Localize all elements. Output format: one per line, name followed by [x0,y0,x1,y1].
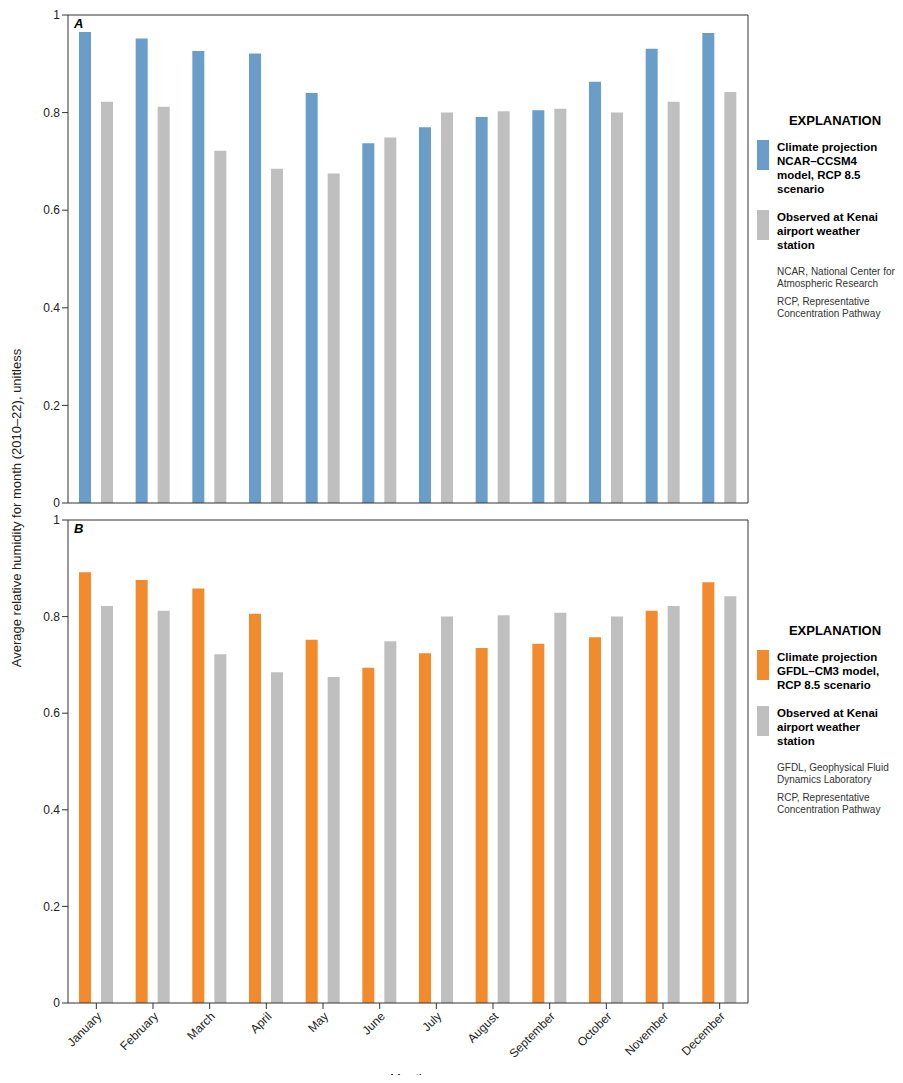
svg-text:0.2: 0.2 [43,900,60,914]
html-text:NCAR, National Center for Atmo: NCAR, National Center for Atmospheric Re… [777,266,895,289]
html-text:B: B [74,521,84,536]
svg-text:0.8: 0.8 [43,610,60,624]
svg-text:0.2: 0.2 [43,399,60,413]
svg-text:0.4: 0.4 [43,301,60,315]
html-text:Climate projection NCAR–CCSM4: Climate projection NCAR–CCSM4 model, RCP… [777,141,878,195]
svg-text:0.8: 0.8 [43,106,60,120]
svg-text:June: June [360,1009,389,1038]
svg-text:January: January [64,1009,104,1049]
svg-text:April: April [248,1009,275,1036]
svg-text:March: March [184,1009,217,1042]
svg-text:0.6: 0.6 [43,706,60,720]
svg-text:August: August [465,1009,502,1046]
html-text:Observed at Kenai airport weat: Observed at Kenai airport weather statio… [777,211,878,251]
html-text:Climate projection GFDL–CM3 mo: Climate projection GFDL–CM3 model, RCP 8… [777,651,880,691]
svg-text:November: November [622,1009,671,1058]
svg-text:Month: Month [390,1071,426,1075]
html-text:A: A [74,16,84,31]
svg-text:0: 0 [53,996,60,1010]
svg-text:October: October [574,1009,614,1049]
svg-text:September: September [506,1009,557,1060]
svg-text:February: February [117,1009,161,1053]
svg-text:0: 0 [53,496,60,508]
html-text:EXPLANATION: EXPLANATION [788,113,882,128]
svg-text:December: December [679,1009,728,1058]
html-text:Observed at Kenai airport weat: Observed at Kenai airport weather statio… [777,707,878,747]
svg-text:1: 1 [53,513,60,527]
html-text:RCP, Representative Concentrat: RCP, Representative Concentration Pathwa… [777,296,881,319]
svg-text:May: May [305,1009,331,1035]
svg-text:July: July [419,1009,444,1034]
html-text:Average relative humidity for: Average relative humidity for month (201… [8,348,24,668]
svg-text:1: 1 [53,8,60,22]
html-text:GFDL, Geophysical Fluid Dynami: GFDL, Geophysical Fluid Dynamics Laborat… [777,762,889,785]
svg-text:0.6: 0.6 [43,203,60,217]
svg-text:0.4: 0.4 [43,803,60,817]
html-text:RCP, Representative Concentrat: RCP, Representative Concentration Pathwa… [777,792,881,815]
html-text:EXPLANATION: EXPLANATION [788,623,882,638]
